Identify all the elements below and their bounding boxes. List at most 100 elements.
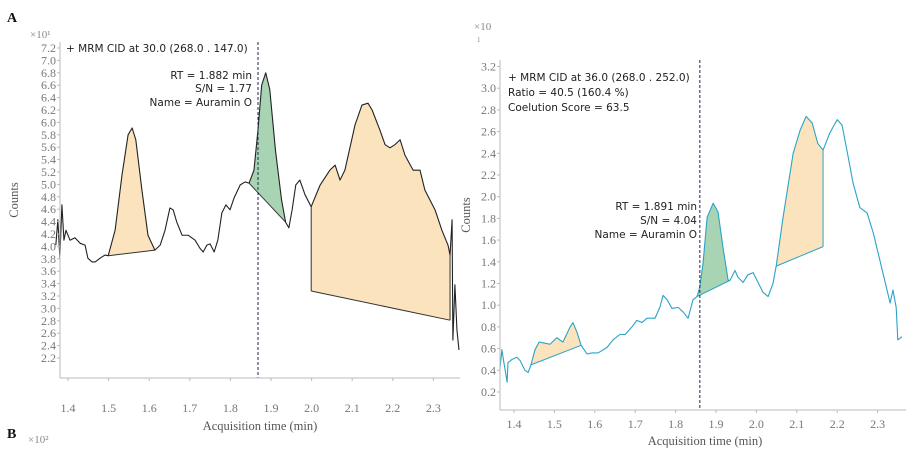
chart-b-y-tick-label: 0.4 [481,363,496,377]
chart-a-xlabel: Acquisition time (min) [203,419,318,433]
chart-a-y-tick-label: 5.2 [41,165,56,179]
chart-b-xlabel: Acquisition time (min) [648,434,763,448]
chart-a-x-tick-label: 2.0 [304,401,319,415]
chart-a-compound-name: Name = Auramin O [150,97,252,109]
chart-a-x-tick-label: 1.6 [142,401,157,415]
chart-a-x-tick-label: 1.5 [101,401,116,415]
chart-b-peak-area-0 [530,322,582,365]
chart-a-x-tick-label: 1.9 [264,401,279,415]
chart-b-ratio: Ratio = 40.5 (160.4 %) [508,87,629,99]
chart-a-y-tick-label: 5.8 [41,128,56,142]
chart-a-ylabel: Counts [7,182,21,218]
chart-a-sn: S/N = 1.77 [195,83,252,95]
chart-a-y-tick-label: 5.0 [41,177,56,191]
chart-b-y-tick-label: 2.2 [481,168,496,182]
chart-b-title: + MRM CID at 36.0 (268.0 . 252.0) [508,72,690,84]
panel-label-a: A [7,11,18,26]
chart-a-peak-baseline-0 [108,249,155,257]
chart-b-rt: RT = 1.891 min [615,201,697,213]
chart-b-peak-area-2 [776,116,824,267]
chart-b: 3.2 3.0 2.8 2.6 2.4 2.2 2.0 1.8 1.6 1.4 1.2 1.0 0.8 0… [459,21,906,448]
chart-a-y-tick-label: 2.2 [41,351,56,365]
chart-b-coelution-score: Coelution Score = 63.5 [508,102,630,114]
chart-a-title: + MRM CID at 30.0 (268.0 . 147.0) [66,43,248,55]
chart-a-peak-area-2 [311,103,451,321]
chart-b-y-tick-label: 0.2 [481,385,496,399]
chart-a-x-tick-label: 2.3 [426,401,441,415]
chart-b-x-tick-label: 1.8 [668,417,683,431]
chart-a-y-tick-label: 4.0 [41,239,56,253]
chart-b-axes: 3.2 3.0 2.8 2.6 2.4 2.2 2.0 1.8 1.6 1.4 1.2 1.0 0.8 0… [481,60,906,431]
chart-b-y-tick-label: 2.0 [481,190,496,204]
chart-a-x-tick-label: 1.4 [61,401,76,415]
chart-a-y-tick-label: 4.2 [41,227,56,241]
chart-b-x-tick-label: 1.9 [709,417,724,431]
chart-a-y-tick-label: 2.8 [41,314,56,328]
chart-b-x-tick-label: 1.4 [507,417,522,431]
chart-b-sn: S/N = 4.04 [640,215,697,227]
chart-b-y-tick-label: 2.8 [481,103,496,117]
chart-a-x-tick-label: 2.2 [385,401,400,415]
chart-a-y-tick-label: 3.6 [41,264,56,278]
chart-a-x-tick-label: 1.8 [223,401,238,415]
chart-b-y-tick-label: 1.6 [481,233,496,247]
chart-b-multiplier: ×10 [474,21,492,33]
chart-a-y-tick-label: 6.6 [41,78,56,92]
chart-a-peak-fills [108,72,451,321]
chart-b-trace-line [499,115,903,383]
chart-b-x-tick-label: 1.7 [628,417,643,431]
chart-a-y-tick-label: 6.4 [41,91,56,105]
chart-a: 7.27.06.86.66.46.26.05.85.65.45.25.04.84… [7,29,460,433]
chart-a-x-tick-label: 2.1 [345,401,360,415]
chart-a-y-tick-label: 3.4 [41,277,56,291]
chart-b-y-tick-label: 0.6 [481,342,496,356]
chart-b-y-tick-label: 2.4 [481,146,496,160]
chart-b-x-tick-label: 2.1 [789,417,804,431]
chart-a-y-tick-label: 7.0 [41,53,56,67]
chart-a-peak-area-1 [249,72,286,223]
chart-a-rt: RT = 1.882 min [170,70,252,82]
chart-b-y-tick-label: 1.8 [481,211,496,225]
chart-a-y-tick-label: 3.0 [41,301,56,315]
chart-b-peak-fills [530,116,824,366]
chart-a-axes: 7.27.06.86.66.46.26.05.85.65.45.25.04.84… [41,41,460,415]
chart-b-x-tick-label: 2.3 [870,417,885,431]
chart-a-y-tick-label: 6.8 [41,66,56,80]
chart-a-y-tick-label: 3.8 [41,252,56,266]
chart-b-x-tick-label: 1.5 [547,417,562,431]
chart-a-trace-group [55,42,460,378]
chart-b-peak-baseline-2 [776,246,824,267]
chart-a-y-tick-label: 2.6 [41,326,56,340]
chart-a-y-tick-label: 4.6 [41,202,56,216]
chart-b-y-tick-label: 3.2 [481,60,496,74]
chart-a-y-tick-label: 7.2 [41,41,56,55]
chart-b-y-tick-label: 2.6 [481,125,496,139]
chart-b-y-tick-label: 3.0 [481,81,496,95]
chart-a-peak-baseline-2 [311,290,451,321]
chart-b-x-tick-label: 2.0 [749,417,764,431]
chart-b-x-tick-label: 1.6 [587,417,602,431]
chart-a-y-tick-label: 6.0 [41,115,56,129]
chart-a-peak-area-0 [108,127,155,256]
chart-b-compound-name: Name = Auramin O [595,229,697,241]
chart-a-y-tick-label: 4.4 [41,215,56,229]
chart-a-multiplier: ×10¹ [30,29,51,41]
chart-b-ylabel: Counts [459,197,473,233]
chart-b-y-tick-label: 1.0 [481,298,496,312]
chart-a-y-tick-label: 5.4 [41,153,56,167]
chart-a-y-tick-label: 5.6 [41,140,56,154]
chart-b-peak-area-1 [697,203,731,297]
chart-a-y-tick-label: 3.2 [41,289,56,303]
chart-b-y-tick-label: 1.4 [481,255,496,269]
chart-a-y-tick-label: 4.8 [41,190,56,204]
chart-a-y-tick-label: 6.2 [41,103,56,117]
chart-b-peak-baseline-0 [530,344,582,366]
chart-a-trace-line [55,72,460,350]
chart-b-y-tick-label: 0.8 [481,320,496,334]
chart-a-y-tick-label: 2.4 [41,339,56,353]
chart-b-trace-group [499,60,903,410]
panel-b-multiplier: ×10² [28,434,49,446]
chart-b-peak-baseline-1 [696,279,731,297]
panel-label-b: B [7,427,16,442]
